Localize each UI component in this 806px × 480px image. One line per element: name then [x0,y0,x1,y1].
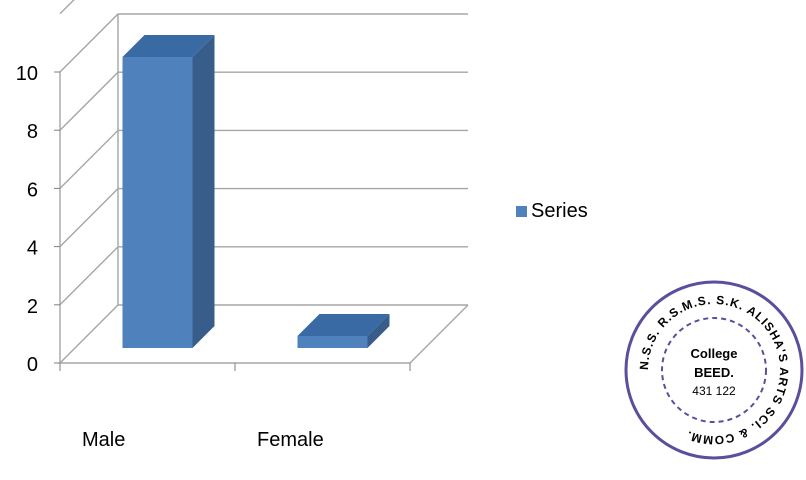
legend-swatch [516,206,527,217]
stamp-seal-image: N.S.S. R.S.M.S. S.K. ALISHA'S ARTS SCI. … [624,280,804,460]
gridline [59,0,75,15]
y-tick-label: 10 [16,63,38,85]
stamp-line-3: 431 122 [692,384,736,398]
stamp-inner-ring [661,317,767,423]
bar-side-male [192,35,215,348]
y-tick-label: 8 [27,121,38,143]
bars [122,35,390,348]
stamp-outer-ring [624,280,804,460]
y-tick-label: 4 [27,238,38,260]
stamp-line-1: College [691,346,738,361]
bar-top-male [122,35,215,57]
college-stamp: N.S.S. R.S.M.S. S.K. ALISHA'S ARTS SCI. … [624,280,804,460]
x-axis-categories: Male Female [59,363,411,451]
floor-outline [59,72,469,364]
gridline [59,304,468,364]
legend-label: Series [531,200,588,222]
bar-female [297,336,368,348]
gridline [59,13,468,73]
x-category-label: Female [257,429,324,451]
y-tick-label: 2 [27,296,38,318]
y-tick-label: 6 [27,179,38,201]
gridline [59,71,468,131]
gridline [59,187,468,248]
gridline [59,129,468,189]
gridline [59,246,468,306]
legend: Series [516,200,588,223]
stamp-line-2: BEED. [694,365,734,380]
gridlines [59,0,468,364]
y-tick-label: 0 [27,354,38,376]
bar-side-female [367,314,390,348]
bar-male [122,57,193,348]
y-axis-ticks: 0 2 4 6 8 10 [16,63,60,376]
bar-top-female [297,314,390,336]
x-category-label: Male [82,429,125,451]
